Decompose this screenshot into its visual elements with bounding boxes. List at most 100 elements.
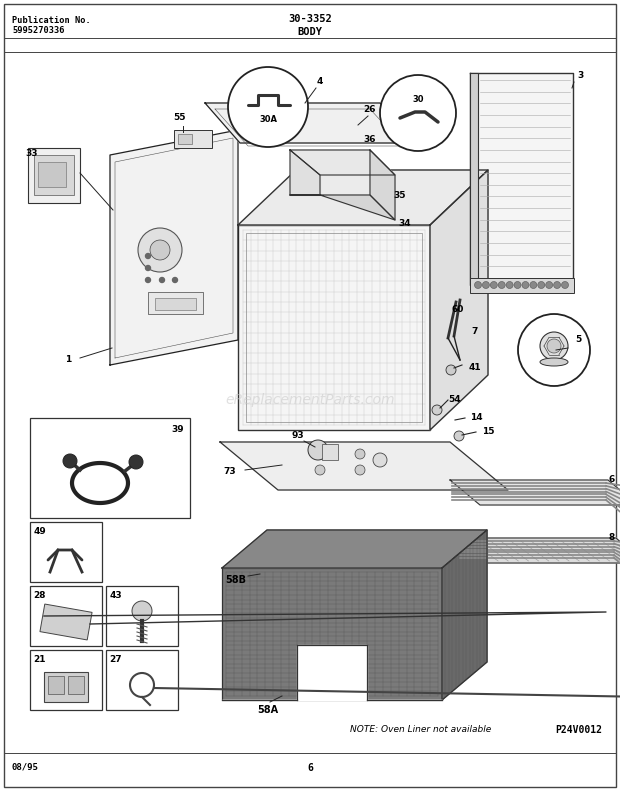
Polygon shape — [290, 195, 395, 220]
Circle shape — [432, 405, 442, 415]
Circle shape — [506, 282, 513, 289]
Circle shape — [315, 465, 325, 475]
Circle shape — [355, 449, 365, 459]
Polygon shape — [222, 530, 487, 568]
Circle shape — [454, 431, 464, 441]
Text: P24V0012: P24V0012 — [555, 725, 602, 735]
Circle shape — [474, 282, 482, 289]
Bar — [48, 676, 64, 694]
Bar — [38, 162, 66, 187]
Text: 73: 73 — [224, 467, 236, 476]
Circle shape — [547, 339, 561, 353]
Circle shape — [63, 454, 77, 468]
Text: 1: 1 — [65, 355, 71, 365]
Text: 36: 36 — [364, 135, 376, 145]
Text: 33: 33 — [26, 149, 38, 157]
Text: 60: 60 — [452, 305, 464, 315]
Polygon shape — [458, 538, 620, 563]
Text: 8: 8 — [609, 533, 615, 543]
Bar — [30, 650, 102, 710]
Text: 28: 28 — [33, 592, 46, 600]
Bar — [246, 233, 422, 422]
Ellipse shape — [540, 358, 568, 366]
Bar — [470, 73, 478, 285]
Bar — [238, 225, 430, 430]
Text: 93: 93 — [291, 432, 304, 441]
Text: 15: 15 — [482, 427, 494, 437]
Circle shape — [132, 601, 152, 621]
Polygon shape — [442, 530, 487, 700]
Text: 30: 30 — [412, 96, 423, 104]
Circle shape — [546, 282, 552, 289]
Text: 30-3352: 30-3352 — [288, 14, 332, 24]
Text: 34: 34 — [399, 219, 411, 229]
Bar — [322, 444, 338, 460]
Circle shape — [355, 465, 365, 475]
Text: Publication No.: Publication No. — [12, 16, 91, 25]
Circle shape — [380, 75, 456, 151]
Text: 49: 49 — [33, 528, 46, 536]
Text: 54: 54 — [449, 396, 461, 404]
Text: 43: 43 — [110, 592, 122, 600]
Circle shape — [538, 282, 545, 289]
Text: 5995270336: 5995270336 — [12, 26, 64, 35]
Polygon shape — [370, 150, 395, 220]
Text: 6: 6 — [307, 763, 313, 773]
Bar — [106, 650, 178, 710]
Circle shape — [315, 449, 325, 459]
Polygon shape — [290, 150, 320, 195]
Text: BODY: BODY — [298, 27, 322, 37]
Text: 26: 26 — [364, 105, 376, 115]
Text: 08/95: 08/95 — [12, 763, 39, 772]
Circle shape — [540, 332, 568, 360]
Text: 21: 21 — [33, 656, 46, 664]
Circle shape — [522, 282, 529, 289]
Circle shape — [530, 282, 537, 289]
Text: 58B: 58B — [226, 575, 247, 585]
Circle shape — [482, 282, 489, 289]
Text: 30A: 30A — [259, 115, 277, 124]
Bar — [68, 676, 84, 694]
Circle shape — [129, 455, 143, 469]
Text: 5: 5 — [575, 335, 581, 345]
Circle shape — [308, 440, 328, 460]
Polygon shape — [470, 73, 573, 285]
Text: 35: 35 — [394, 191, 406, 200]
Text: 58A: 58A — [257, 705, 278, 715]
Bar — [148, 292, 203, 314]
Polygon shape — [205, 103, 415, 143]
Circle shape — [146, 278, 151, 282]
Circle shape — [518, 314, 590, 386]
Bar — [40, 604, 92, 640]
Bar — [470, 278, 574, 293]
Text: 39: 39 — [172, 426, 184, 434]
Text: eReplacementParts.com: eReplacementParts.com — [225, 393, 395, 407]
Circle shape — [146, 266, 151, 271]
Polygon shape — [430, 170, 488, 430]
Bar — [30, 418, 190, 518]
Text: 4: 4 — [317, 78, 323, 86]
Polygon shape — [110, 130, 238, 365]
Circle shape — [228, 67, 308, 147]
Polygon shape — [220, 442, 508, 490]
Circle shape — [498, 282, 505, 289]
Text: 27: 27 — [110, 656, 122, 664]
Circle shape — [514, 282, 521, 289]
Polygon shape — [238, 170, 488, 225]
Bar — [44, 672, 88, 702]
Circle shape — [554, 282, 560, 289]
Circle shape — [446, 365, 456, 375]
Circle shape — [172, 278, 177, 282]
Circle shape — [490, 282, 497, 289]
Text: 14: 14 — [470, 414, 482, 422]
Bar — [178, 134, 192, 144]
Polygon shape — [222, 645, 442, 700]
Text: 55: 55 — [174, 113, 186, 123]
Text: 6: 6 — [609, 475, 615, 485]
Circle shape — [373, 453, 387, 467]
Text: 41: 41 — [469, 364, 481, 373]
Bar — [106, 586, 178, 646]
Bar — [155, 298, 196, 310]
Bar — [174, 130, 212, 148]
Bar — [30, 586, 102, 646]
